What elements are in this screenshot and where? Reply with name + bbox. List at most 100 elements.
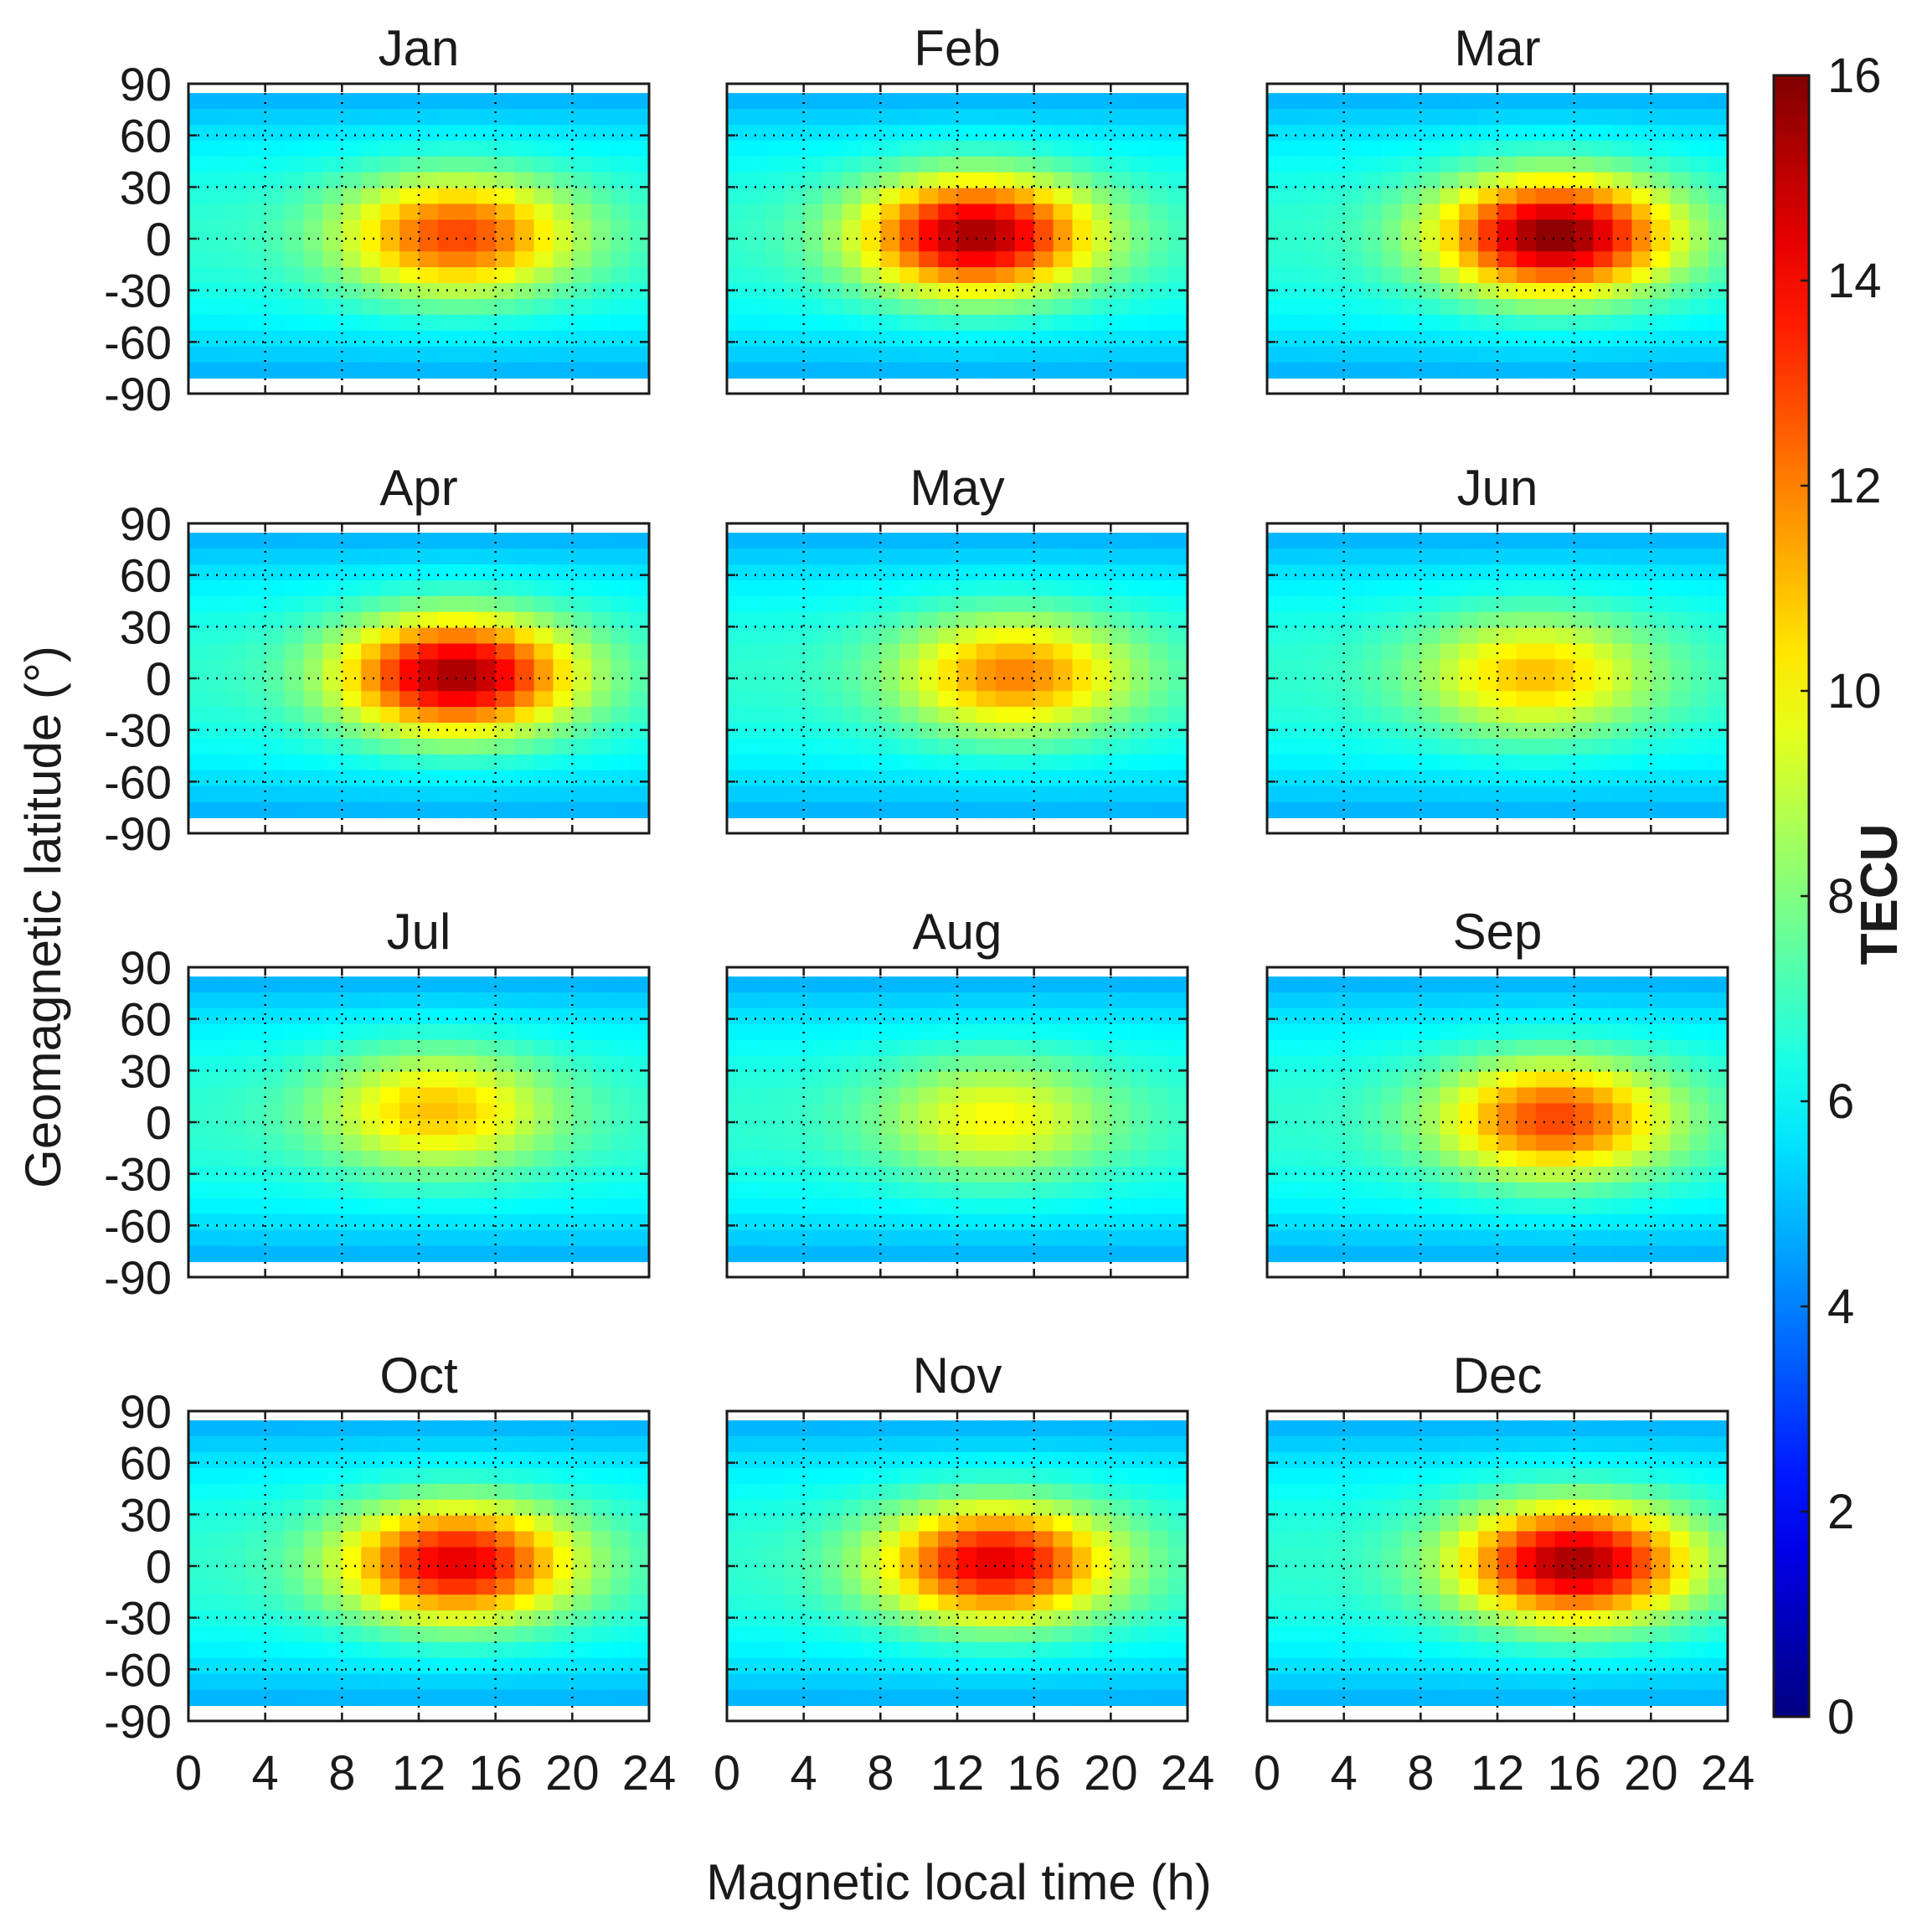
heat-cell	[1286, 1039, 1306, 1057]
heat-cell	[1516, 251, 1537, 268]
heat-cell	[1091, 298, 1111, 316]
heat-cell	[1072, 611, 1093, 629]
heat-cell	[553, 1499, 573, 1517]
heat-cell	[322, 1610, 343, 1627]
heat-cell	[1305, 786, 1326, 803]
heat-cell	[1130, 1515, 1150, 1533]
heat-cell	[1305, 1198, 1326, 1215]
heat-cell	[995, 675, 1016, 692]
heat-cell	[322, 1135, 343, 1151]
heat-cell	[342, 580, 362, 597]
heat-cell	[1420, 251, 1440, 268]
heat-cell	[784, 314, 805, 332]
heat-cell	[361, 1103, 381, 1120]
heat-cell	[765, 1467, 786, 1485]
y-tick-label: 90	[120, 58, 172, 111]
heat-cell	[1149, 707, 1169, 724]
heat-cell	[1497, 1039, 1518, 1057]
heat-cell	[476, 330, 497, 348]
heat-cell	[207, 580, 228, 597]
heat-cell	[1574, 992, 1595, 1009]
heat-cell	[1286, 1023, 1306, 1041]
heat-cell	[342, 314, 362, 332]
heat-cell	[880, 1531, 900, 1548]
heat-cell	[1168, 707, 1188, 724]
heat-cell	[361, 204, 381, 220]
heat-cell	[476, 1023, 497, 1041]
heat-cell	[495, 298, 516, 316]
heat-cell	[476, 1167, 497, 1183]
heat-cell	[207, 1151, 228, 1167]
heat-cell	[861, 1119, 881, 1136]
heat-cell	[591, 723, 611, 739]
heat-cell	[899, 533, 920, 549]
heat-cell	[265, 1420, 286, 1437]
heat-cell	[1033, 691, 1054, 708]
heat-cell	[1708, 1007, 1729, 1025]
heat-cell	[553, 1563, 573, 1579]
heat-cell	[1459, 533, 1479, 549]
heat-cell	[1574, 1182, 1595, 1199]
heat-cell	[553, 1657, 573, 1675]
heat-cell	[1130, 1023, 1150, 1041]
heat-cell	[419, 1055, 439, 1073]
heat-cell	[1612, 109, 1633, 126]
heat-cell	[380, 172, 400, 189]
heat-cell	[630, 976, 650, 993]
heat-cell	[322, 754, 343, 771]
heat-cell	[899, 1515, 920, 1533]
heat-cell	[611, 707, 631, 724]
heat-cell	[1459, 235, 1479, 252]
heat-cell	[591, 1483, 611, 1501]
heat-cell	[188, 1023, 209, 1041]
heat-cell	[1497, 691, 1518, 708]
heat-cell	[1401, 738, 1421, 755]
heat-cell	[1168, 124, 1188, 142]
heat-cell	[553, 188, 573, 205]
y-tick-label: -30	[104, 265, 172, 317]
heat-cell	[1363, 1071, 1384, 1089]
heat-cell	[803, 330, 824, 348]
heat-cell	[1708, 1023, 1729, 1041]
heat-cell	[919, 770, 939, 787]
heat-cell	[1516, 235, 1537, 252]
heat-cell	[1130, 1229, 1150, 1247]
heat-cell	[533, 1420, 554, 1437]
heat-cell	[495, 992, 516, 1009]
heat-cell	[476, 1515, 497, 1533]
heat-cell	[880, 976, 900, 993]
heat-cell	[342, 204, 362, 220]
heat-cell	[533, 595, 554, 613]
heat-cell	[1670, 330, 1690, 348]
heat-cell	[611, 1531, 631, 1548]
heat-cell	[399, 1087, 420, 1104]
heat-cell	[727, 1229, 747, 1247]
heat-cell	[572, 707, 592, 724]
heat-cell	[437, 1007, 458, 1025]
heat-cell	[399, 1483, 420, 1501]
heat-cell	[1168, 754, 1188, 771]
heat-cell	[361, 1039, 381, 1057]
heat-cell	[957, 691, 977, 708]
heat-cell	[476, 1071, 497, 1089]
heat-cell	[784, 109, 805, 126]
heat-cell	[842, 156, 863, 173]
heat-cell	[245, 346, 266, 363]
heat-cell	[1110, 1151, 1131, 1167]
heat-cell	[1689, 1071, 1709, 1089]
heat-cell	[419, 1483, 439, 1501]
heat-cell	[1689, 770, 1709, 787]
heat-cell	[342, 1229, 362, 1247]
heat-cell	[1130, 754, 1150, 771]
heat-cell	[957, 1119, 977, 1136]
heat-cell	[765, 1229, 786, 1247]
heat-cell	[591, 675, 611, 692]
heat-cell	[957, 1039, 977, 1057]
heat-cell	[514, 564, 535, 581]
heat-cell	[1574, 1198, 1595, 1215]
heat-cell	[303, 1198, 324, 1215]
heat-cell	[1168, 643, 1188, 660]
heat-cell	[1382, 298, 1403, 316]
heat-cell	[1130, 251, 1150, 268]
heat-cell	[342, 1213, 362, 1231]
